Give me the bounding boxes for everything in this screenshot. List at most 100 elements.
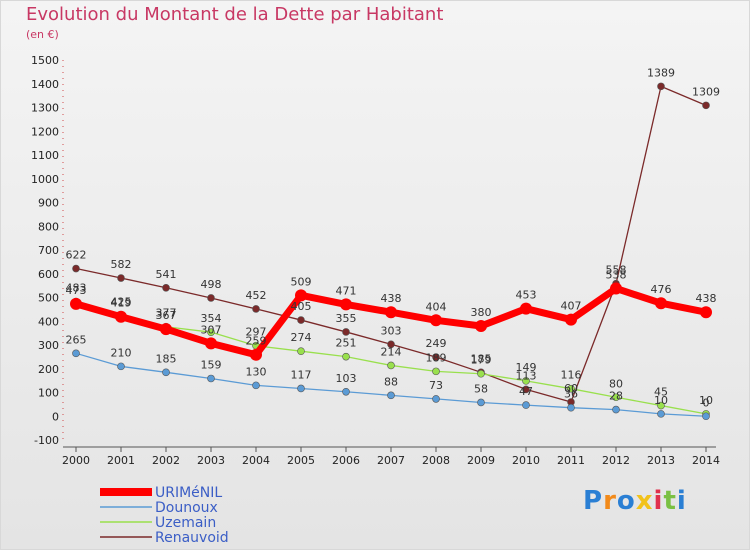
data-point	[207, 374, 215, 383]
data-label: 274	[291, 331, 312, 344]
data-label: 509	[291, 275, 312, 288]
x-tick-label: 2005	[287, 454, 315, 467]
data-point	[522, 385, 530, 394]
y-tick-label: 200	[38, 363, 59, 376]
data-point	[342, 387, 350, 396]
y-tick-label: 1100	[31, 149, 59, 162]
data-point	[655, 297, 667, 310]
x-tick-label: 2012	[602, 454, 630, 467]
data-point	[117, 362, 125, 371]
data-label: 438	[381, 292, 402, 305]
y-tick-label: 900	[38, 197, 59, 210]
data-label: 558	[606, 264, 627, 277]
data-label: 355	[336, 312, 357, 325]
data-label: 103	[336, 372, 357, 385]
data-point	[252, 305, 260, 313]
data-label: 113	[516, 369, 537, 382]
data-label: 354	[201, 312, 222, 325]
data-label: 185	[471, 352, 492, 365]
data-point	[567, 403, 575, 412]
data-point	[297, 316, 305, 324]
data-point	[477, 398, 485, 407]
logo-letter: i	[676, 486, 687, 516]
data-label: 28	[609, 390, 623, 403]
data-point	[477, 369, 485, 378]
data-label: 214	[381, 345, 402, 358]
data-label: 380	[471, 306, 492, 319]
data-label: 303	[381, 324, 402, 337]
data-point	[205, 337, 217, 350]
data-label: 10	[654, 394, 668, 407]
data-label: 538	[606, 268, 627, 281]
x-tick-label: 2008	[422, 454, 450, 467]
legend-label: URIMéNIL	[155, 485, 222, 501]
data-label: 1309	[692, 85, 720, 98]
data-point	[252, 381, 260, 390]
data-label: 58	[474, 382, 488, 395]
logo-letter: x	[635, 486, 654, 516]
data-point	[207, 328, 215, 336]
data-label: 476	[651, 283, 672, 296]
data-point	[432, 367, 440, 376]
data-point	[702, 412, 710, 421]
y-tick-label: -100	[34, 434, 59, 447]
data-label: 60	[564, 382, 578, 395]
x-tick-label: 2014	[692, 454, 720, 467]
data-label: 419	[111, 297, 132, 310]
logo-letter: P	[583, 486, 604, 516]
chart-subtitle: (en €)	[26, 28, 59, 41]
x-tick-label: 2003	[197, 454, 225, 467]
data-point	[387, 340, 395, 349]
data-label: 259	[246, 335, 267, 348]
data-label: 453	[516, 289, 537, 302]
data-label: 438	[696, 292, 717, 305]
data-label: 116	[561, 369, 582, 382]
data-point	[565, 313, 577, 326]
data-label: 179	[471, 354, 492, 367]
data-point	[387, 361, 395, 370]
x-tick-label: 2010	[512, 454, 540, 467]
data-point	[657, 401, 665, 410]
data-point	[162, 283, 170, 292]
data-point	[70, 297, 82, 310]
data-point	[430, 314, 442, 327]
data-point	[432, 353, 440, 361]
data-label: 582	[111, 258, 132, 271]
data-point	[657, 410, 665, 418]
data-label: 367	[156, 309, 177, 322]
y-tick-label: 1000	[31, 173, 59, 186]
y-tick-label: 1200	[31, 125, 59, 138]
legend-label: Renauvoid	[155, 530, 229, 546]
data-label: 471	[336, 284, 357, 297]
x-tick-label: 2001	[107, 454, 135, 467]
data-point	[612, 405, 620, 414]
data-point	[612, 393, 620, 402]
data-point	[522, 401, 530, 409]
data-label: 149	[516, 361, 537, 374]
x-tick-label: 2009	[467, 454, 495, 467]
data-point	[250, 348, 262, 361]
data-point	[387, 391, 395, 400]
data-point	[72, 349, 80, 358]
data-point	[207, 294, 215, 302]
data-point	[522, 377, 530, 385]
x-tick-label: 2002	[152, 454, 180, 467]
chart-title: Evolution du Montant de la Dette par Hab…	[26, 4, 444, 25]
y-tick-label: 600	[38, 268, 59, 281]
data-label: 0	[703, 396, 710, 409]
x-tick-label: 2000	[62, 454, 90, 467]
data-point	[700, 306, 712, 319]
data-point	[610, 282, 622, 295]
y-tick-label: 800	[38, 220, 59, 233]
y-tick-label: 400	[38, 315, 59, 328]
data-label: 405	[291, 300, 312, 313]
data-point	[160, 323, 172, 336]
y-tick-label: 700	[38, 244, 59, 257]
data-label: 452	[246, 289, 267, 302]
data-point	[117, 274, 125, 282]
y-tick-label: 1400	[31, 78, 59, 91]
y-tick-label: 500	[38, 292, 59, 305]
data-label: 249	[426, 337, 447, 350]
